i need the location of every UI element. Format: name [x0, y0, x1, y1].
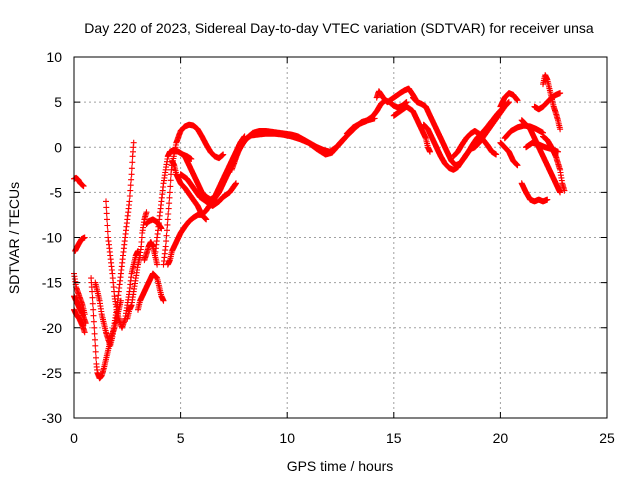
series-arc-ag	[540, 72, 564, 133]
point-markers	[228, 130, 348, 173]
x-tick-label: 10	[279, 430, 295, 446]
point-markers	[135, 270, 167, 313]
point-markers	[497, 139, 521, 169]
point-markers	[420, 99, 512, 173]
x-tick-label: 15	[386, 430, 402, 446]
point-markers	[390, 103, 433, 155]
x-tick-label: 25	[599, 430, 615, 446]
x-tick-label: 20	[493, 430, 509, 446]
point-markers	[177, 171, 239, 209]
x-axis-tick-labels: 0 5 10 15 20 25	[70, 430, 615, 446]
y-tick-label: -10	[42, 230, 62, 246]
x-axis-label: GPS time / hours	[287, 458, 394, 474]
series-arc-r	[177, 171, 239, 209]
series-arc-aa	[497, 90, 521, 110]
point-markers	[124, 209, 150, 322]
y-tick-label: 10	[46, 49, 62, 65]
y-tick-label: -15	[42, 275, 62, 291]
series-arc-w	[390, 103, 433, 155]
series-arc-o	[169, 121, 227, 169]
series-arc-h	[103, 198, 141, 331]
x-tick-label: 5	[177, 430, 185, 446]
series-arc-i	[124, 209, 150, 322]
series-arc-g	[92, 139, 137, 349]
y-tick-label: -25	[42, 365, 62, 381]
series-arc-y	[420, 99, 512, 173]
point-markers	[497, 90, 521, 110]
y-tick-label: -30	[42, 410, 62, 426]
series-arc-ab	[497, 139, 521, 169]
y-tick-label: -20	[42, 320, 62, 336]
x-tick-label: 0	[70, 430, 78, 446]
y-axis-tick-labels: -30 -25 -20 -15 -10 -5 0 5 10	[42, 49, 62, 426]
series-arc-ai	[518, 117, 564, 196]
point-markers	[540, 72, 564, 133]
point-markers	[518, 180, 551, 205]
point-markers	[72, 234, 88, 254]
axis-ticks	[73, 56, 608, 419]
point-markers	[450, 128, 500, 160]
point-markers	[103, 198, 141, 331]
series-arc-z	[450, 128, 500, 160]
y-axis-label: SDTVAR / TECUs	[6, 182, 22, 294]
series-arc-b	[72, 234, 88, 254]
series-arc-j	[135, 270, 167, 313]
series-arc-ah	[540, 133, 568, 194]
point-markers	[540, 133, 568, 194]
point-markers	[169, 121, 227, 169]
point-markers	[92, 139, 137, 349]
series-arc-t	[228, 130, 348, 173]
point-markers	[518, 117, 564, 196]
series-arc-ae	[518, 180, 551, 205]
y-tick-label: 0	[54, 139, 62, 155]
y-tick-label: -5	[50, 184, 63, 200]
y-tick-label: 5	[54, 94, 62, 110]
chart-title: Day 220 of 2023, Sidereal Day-to-day VTE…	[84, 20, 594, 36]
